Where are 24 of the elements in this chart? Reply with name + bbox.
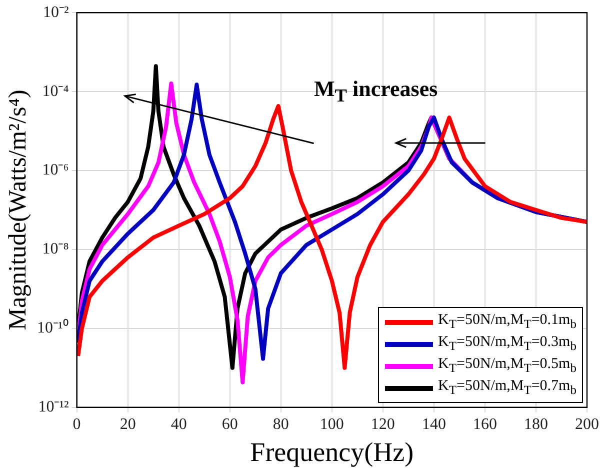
annotation: M$_{T}$ increases <box>314 76 438 106</box>
x-tick-label: 80 <box>272 416 289 434</box>
x-tick-label: 200 <box>575 416 599 434</box>
y-tick-label: 10⁻⁴ <box>42 82 70 100</box>
x-tick-label: 100 <box>320 416 344 434</box>
y-tick-label: 10⁻² <box>43 4 69 21</box>
x-tick-label: 180 <box>524 416 548 434</box>
legend-label: K$_{T}$=50N/m,M$_{T}$=0.1m$_{b}$ <box>438 312 576 332</box>
x-tick-label: 120 <box>370 416 395 434</box>
x-tick-label: 140 <box>422 416 446 434</box>
x-tick-label: 0 <box>72 416 81 434</box>
x-tick-label: 60 <box>222 416 238 434</box>
x-tick-label: 40 <box>170 416 187 434</box>
x-axis-title: Frequency(Hz) <box>250 436 414 467</box>
legend-label: K$_{T}$=50N/m,M$_{T}$=0.3m$_{b}$ <box>438 334 576 354</box>
y-axis-title: Magnitude(Watts/m²/s⁴) <box>4 90 32 330</box>
y-tick-label: 10⁻⁶ <box>42 162 69 179</box>
y-tick-label: 10⁻¹² <box>38 398 69 416</box>
y-tick-label: 10⁻¹⁰ <box>37 318 69 337</box>
y-tick-label: 10⁻⁸ <box>42 240 69 258</box>
legend-label: K$_{T}$=50N/m,M$_{T}$=0.5m$_{b}$ <box>438 356 576 376</box>
x-tick-label: 160 <box>472 416 497 434</box>
x-tick-label: 20 <box>120 416 136 434</box>
legend-label: K$_{T}$=50N/m,M$_{T}$=0.7m$_{b}$ <box>438 378 576 398</box>
